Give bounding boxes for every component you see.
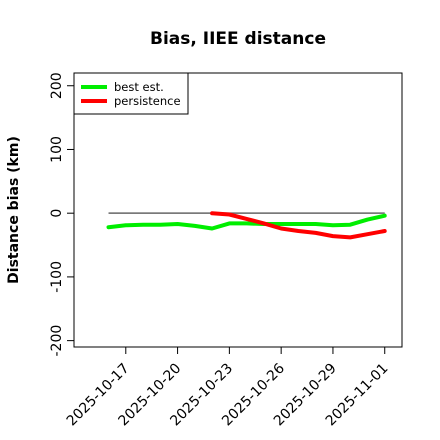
y-tick-label: 200 [49,72,65,99]
legend-box [73,72,189,115]
y-tick-label: 0 [49,209,65,218]
y-tick-label: -100 [49,261,65,293]
plot-frame [73,72,403,348]
series-line-persistence [210,211,387,240]
y-axis: -200 -100 0 100 200 [49,72,74,357]
series-layer [106,211,387,240]
legend-label-best-est: best est. [114,80,164,94]
chart-title: Bias, IIEE distance [150,29,326,49]
legend-label-persistence: persistence [114,94,181,108]
y-tick-label: 100 [49,136,65,163]
y-tick-label: -200 [49,325,65,357]
series-line-best-est [106,213,387,231]
legend: best est. persistence [73,72,189,115]
y-axis-label: Distance bias (km) [6,136,22,284]
x-axis: 2025-10-172025-10-202025-10-232025-10-26… [64,347,392,429]
